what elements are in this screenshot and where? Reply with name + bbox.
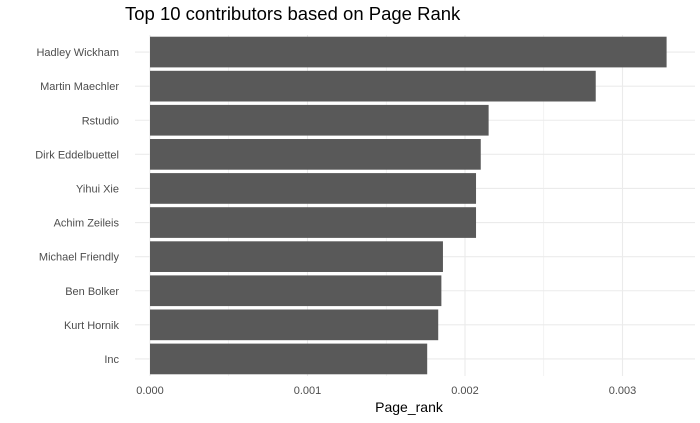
y-tick-label: Martin Maechler bbox=[40, 81, 119, 93]
bar bbox=[150, 70, 596, 102]
bar bbox=[150, 207, 477, 238]
x-tick-label: 0.002 bbox=[451, 385, 479, 397]
y-tick-label: Ben Bolker bbox=[65, 286, 119, 298]
bar bbox=[150, 36, 667, 68]
bar bbox=[150, 139, 481, 170]
x-tick-label: 0.000 bbox=[136, 385, 164, 397]
bar bbox=[150, 309, 439, 341]
x-tick-labels: 0.000 0.001 0.002 0.003 bbox=[136, 385, 636, 397]
y-tick-label: Michael Friendly bbox=[39, 252, 120, 264]
y-tick-label: Achim Zeileis bbox=[54, 218, 120, 230]
x-tick-label: 0.003 bbox=[609, 385, 637, 397]
bar-layer bbox=[150, 36, 667, 375]
bar bbox=[150, 173, 477, 204]
y-tick-label: Kurt Hornik bbox=[64, 320, 120, 332]
chart-title: Top 10 contributors based on Page Rank bbox=[125, 3, 461, 24]
y-tick-label: Rstudio bbox=[82, 115, 119, 127]
bar bbox=[150, 241, 443, 272]
bar bbox=[150, 104, 489, 136]
y-tick-label: Yihui Xie bbox=[76, 183, 119, 195]
y-tick-labels: Hadley Wickham Martin Maechler Rstudio Dirk… bbox=[35, 47, 119, 366]
y-tick-label: Inc bbox=[104, 354, 119, 366]
bar bbox=[150, 275, 442, 307]
bar bbox=[150, 343, 428, 375]
y-tick-label: Dirk Eddelbuettel bbox=[35, 149, 119, 161]
x-axis-title: Page_rank bbox=[375, 399, 444, 415]
y-tick-label: Hadley Wickham bbox=[36, 47, 119, 59]
x-tick-label: 0.001 bbox=[294, 385, 322, 397]
